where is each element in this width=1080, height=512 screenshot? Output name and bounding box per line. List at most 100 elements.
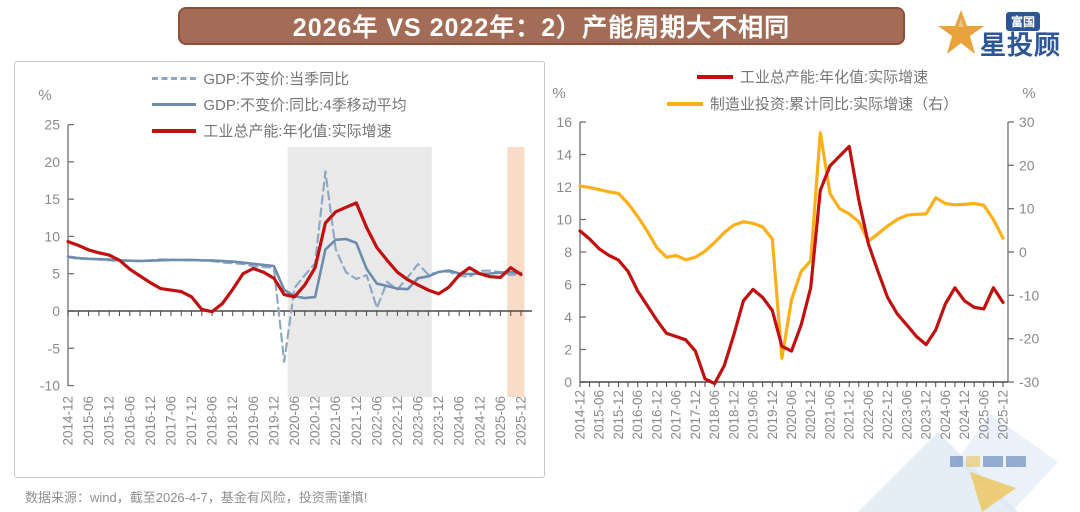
- svg-text:10: 10: [44, 228, 60, 244]
- svg-text:2024-12: 2024-12: [472, 396, 487, 446]
- svg-text:8: 8: [564, 244, 572, 260]
- svg-text:2016-06: 2016-06: [122, 396, 137, 446]
- svg-text:2024-12: 2024-12: [957, 390, 972, 440]
- svg-text:2021-06: 2021-06: [328, 396, 343, 446]
- star-icon: [938, 10, 984, 54]
- svg-text:2014-12: 2014-12: [61, 396, 76, 446]
- svg-text:2020-12: 2020-12: [803, 390, 818, 440]
- svg-text:2020-12: 2020-12: [308, 396, 323, 446]
- legend-line-sample-solid-red: [696, 74, 733, 79]
- svg-text:2023-06: 2023-06: [899, 390, 914, 440]
- left-chart: 25 20 15 10 5 0 -5 -10% 2014-12 2015-06 2015-12 201…: [38, 87, 532, 446]
- svg-text:%: %: [552, 85, 565, 102]
- legend-label: GDP:不变价:当季同比: [203, 71, 350, 88]
- svg-text:2024-06: 2024-06: [452, 396, 467, 446]
- svg-text:2025-12: 2025-12: [513, 396, 528, 446]
- svg-text:2: 2: [564, 342, 572, 358]
- svg-text:15: 15: [44, 191, 60, 207]
- svg-text:2023-06: 2023-06: [411, 396, 426, 446]
- svg-text:2014-12: 2014-12: [573, 390, 588, 440]
- svg-text:30: 30: [1019, 114, 1035, 130]
- svg-text:2023-12: 2023-12: [431, 396, 446, 446]
- data-source-footer: 数据来源：wind，截至2026-4-7，基金有风险，投资需谨慎!: [25, 490, 368, 505]
- svg-text:2022-06: 2022-06: [861, 390, 876, 440]
- svg-text:2024-06: 2024-06: [938, 390, 953, 440]
- legend-item-industrial-capacity: 工业总产能:年化值:实际增速: [696, 66, 929, 87]
- svg-text:-10: -10: [1019, 287, 1039, 303]
- legend-item-industrial-capacity: 工业总产能:年化值:实际增速: [152, 120, 392, 141]
- logo-brand-name: 星投顾: [980, 30, 1062, 60]
- legend-label: 工业总产能:年化值:实际增速: [739, 69, 929, 86]
- svg-text:2022-12: 2022-12: [390, 396, 405, 446]
- svg-text:12: 12: [556, 179, 572, 195]
- svg-text:%: %: [38, 87, 51, 104]
- svg-text:2021-12: 2021-12: [349, 396, 364, 446]
- svg-text:2022-12: 2022-12: [880, 390, 895, 440]
- legend-item-gdp-quarterly: GDP:不变价:当季同比: [152, 68, 349, 89]
- brand-watermark: [858, 414, 1058, 512]
- left-chart-legend: GDP:不变价:当季同比 GDP:不变价:同比:4季移动平均 工业总产能:年化值…: [15, 68, 544, 141]
- title-banner: 2026年 VS 2022年：2）产能周期大不相同: [178, 7, 905, 45]
- svg-text:-10: -10: [40, 378, 60, 394]
- left-chart-panel: GDP:不变价:当季同比 GDP:不变价:同比:4季移动平均 工业总产能:年化值…: [14, 61, 545, 478]
- svg-text:5: 5: [52, 266, 60, 282]
- svg-text:%: %: [1022, 85, 1035, 102]
- svg-text:2019-06: 2019-06: [246, 396, 261, 446]
- svg-text:20: 20: [44, 154, 60, 170]
- svg-text:0: 0: [52, 303, 60, 319]
- legend-label: 工业总产能:年化值:实际增速: [203, 123, 392, 140]
- legend-item-gdp-ma4: GDP:不变价:同比:4季移动平均: [152, 94, 407, 115]
- svg-text:2017-06: 2017-06: [669, 390, 684, 440]
- legend-item-manufacturing-investment: 制造业投资:累计同比:实际增速（右）: [666, 93, 959, 114]
- svg-text:2017-12: 2017-12: [688, 390, 703, 440]
- svg-text:14: 14: [556, 147, 572, 163]
- svg-text:0: 0: [564, 374, 572, 390]
- svg-text:-20: -20: [1019, 331, 1039, 347]
- svg-text:2019-12: 2019-12: [266, 396, 281, 446]
- svg-text:2022-06: 2022-06: [369, 396, 384, 446]
- svg-text:2015-12: 2015-12: [611, 390, 626, 440]
- svg-text:2016-12: 2016-12: [143, 396, 158, 446]
- svg-text:2015-06: 2015-06: [592, 390, 607, 440]
- svg-text:2017-12: 2017-12: [184, 396, 199, 446]
- logo-badge: 富国: [1006, 12, 1041, 31]
- svg-text:-5: -5: [48, 340, 61, 356]
- svg-text:2025-06: 2025-06: [493, 396, 508, 446]
- legend-line-sample-solid-red: [152, 128, 197, 133]
- brand-logo: 富国 星投顾: [938, 2, 1078, 58]
- svg-text:6: 6: [564, 277, 572, 293]
- svg-text:2025-12: 2025-12: [995, 390, 1010, 440]
- svg-text:4: 4: [564, 309, 572, 325]
- legend-label: 制造业投资:累计同比:实际增速（右）: [709, 96, 959, 113]
- legend-line-sample-solid-orange: [666, 101, 703, 106]
- svg-text:20: 20: [1019, 157, 1035, 173]
- svg-text:10: 10: [556, 212, 572, 228]
- svg-text:2025-06: 2025-06: [976, 390, 991, 440]
- svg-text:2018-12: 2018-12: [225, 396, 240, 446]
- svg-text:2015-12: 2015-12: [102, 396, 117, 446]
- watermark-logo-strip: [950, 456, 1026, 467]
- svg-text:2015-06: 2015-06: [81, 396, 96, 446]
- watermark-gold-triangle: [970, 472, 1016, 512]
- svg-text:2016-06: 2016-06: [630, 390, 645, 440]
- svg-text:2018-12: 2018-12: [726, 390, 741, 440]
- svg-text:2019-06: 2019-06: [746, 390, 761, 440]
- svg-text:2018-06: 2018-06: [205, 396, 220, 446]
- legend-line-sample-solid-blue: [152, 103, 197, 106]
- svg-text:2020-06: 2020-06: [287, 396, 302, 446]
- svg-text:10: 10: [1019, 201, 1035, 217]
- page-title: 2026年 VS 2022年：2）产能周期大不相同: [292, 14, 791, 42]
- legend-line-sample-dashed: [152, 77, 197, 80]
- svg-text:2021-12: 2021-12: [842, 390, 857, 440]
- svg-text:25: 25: [44, 117, 60, 133]
- svg-text:-30: -30: [1019, 374, 1039, 390]
- svg-text:2017-06: 2017-06: [163, 396, 178, 446]
- right-chart-panel: 工业总产能:年化值:实际增速 制造业投资:累计同比:实际增速（右） 16 14 12…: [545, 61, 1080, 478]
- legend-label: GDP:不变价:同比:4季移动平均: [203, 97, 407, 114]
- svg-text:2016-12: 2016-12: [649, 390, 664, 440]
- logo-text-block: 富国 星投顾: [980, 12, 1061, 58]
- svg-text:2018-06: 2018-06: [707, 390, 722, 440]
- svg-text:0: 0: [1019, 244, 1027, 260]
